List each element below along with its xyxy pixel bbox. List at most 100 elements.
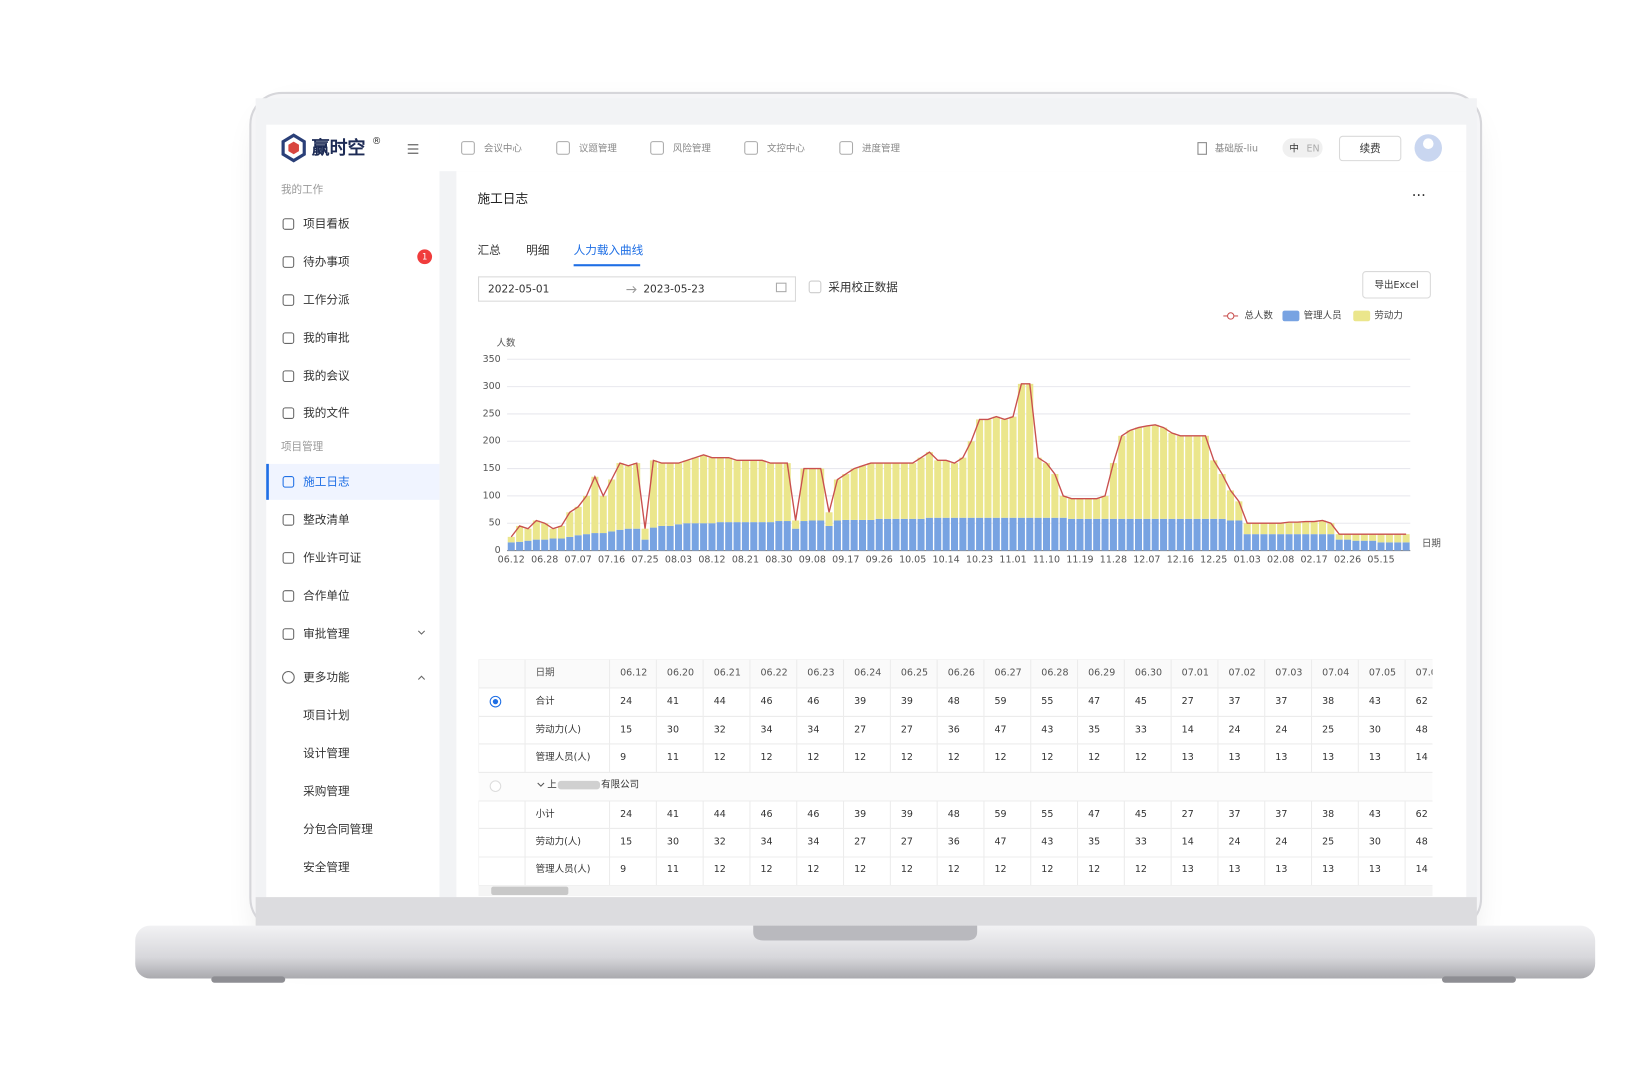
bar — [925, 452, 933, 518]
cell: 13 — [1182, 752, 1194, 763]
cell: 43 — [1041, 725, 1053, 736]
menu-item[interactable]: 我的审批 — [303, 331, 350, 345]
cell: 38 — [1322, 696, 1334, 707]
scrollbar[interactable] — [478, 885, 1433, 897]
menu-item[interactable]: 整改清单 — [303, 512, 350, 526]
chevron — [417, 630, 426, 635]
bar — [967, 517, 975, 551]
menu-item[interactable]: 待办事项 — [303, 255, 350, 269]
export-button[interactable] — [1362, 271, 1431, 299]
cell: 14 — [1416, 752, 1428, 763]
menu-item[interactable]: 合作单位 — [303, 588, 350, 602]
bar — [1369, 540, 1377, 551]
bar — [507, 542, 515, 551]
x-axis-title: 日期 — [1422, 539, 1441, 550]
lang[interactable]: EN — [1307, 143, 1320, 154]
cell: 43 — [1369, 696, 1381, 707]
x-tick-label: 08.03 — [665, 555, 692, 566]
menu-item[interactable]: 我的文件 — [303, 406, 350, 420]
renew[interactable]: 续费 — [1360, 142, 1381, 155]
radio-dot — [492, 699, 499, 705]
menu-item[interactable]: 工作分派 — [303, 293, 350, 307]
menu-item[interactable]: 分包合同管理 — [303, 822, 373, 836]
bar — [1218, 474, 1226, 519]
menu-item[interactable]: 项目计划 — [303, 708, 349, 722]
bar — [1051, 474, 1059, 518]
cell: 24 — [620, 696, 632, 707]
menu-item[interactable]: 作业许可证 — [303, 550, 361, 564]
cell: 14 — [1182, 837, 1194, 848]
cell: 13 — [1322, 864, 1334, 875]
cell: 45 — [1135, 696, 1147, 707]
bar — [1360, 540, 1368, 551]
cell: 34 — [807, 837, 819, 848]
nav-icon — [650, 141, 664, 155]
checkbox[interactable] — [808, 280, 822, 294]
nav-item[interactable]: 风险管理 — [673, 142, 711, 154]
header-cell: 06.21 — [714, 668, 741, 679]
bar — [658, 525, 666, 551]
bar — [675, 524, 683, 551]
menu-item[interactable]: 施工日志 — [303, 474, 349, 488]
bar — [1352, 540, 1360, 551]
bar — [992, 416, 1000, 518]
bar — [792, 528, 800, 551]
menu-icon — [282, 671, 295, 684]
lang-toggle[interactable] — [1282, 138, 1323, 158]
menu-item[interactable]: 安全管理 — [303, 860, 350, 874]
bar — [808, 468, 816, 521]
bar — [591, 476, 599, 534]
bar — [1302, 521, 1310, 535]
nav-item[interactable]: 进度管理 — [862, 142, 900, 154]
renew-button[interactable] — [1338, 135, 1402, 162]
bar — [842, 519, 850, 551]
cell: 30 — [667, 837, 679, 848]
radio[interactable] — [489, 780, 502, 792]
nav-item[interactable]: 会议中心 — [484, 142, 522, 154]
tab[interactable]: 人力载入曲线 — [574, 243, 644, 257]
menu-item[interactable]: 更多功能 — [303, 670, 350, 684]
expand-icon[interactable] — [537, 782, 545, 787]
header-cell: 07.04 — [1322, 668, 1349, 679]
menu-item[interactable]: 审批管理 — [303, 627, 350, 641]
tab[interactable]: 汇总 — [477, 243, 501, 257]
export[interactable]: 导出Excel — [1374, 279, 1418, 291]
bar — [842, 474, 850, 520]
bar — [541, 523, 549, 540]
menu-icon — [282, 407, 295, 419]
more[interactable]: ··· — [1412, 188, 1426, 205]
nav-item[interactable]: 文控中心 — [767, 142, 805, 154]
cell: 11 — [667, 752, 679, 763]
lang[interactable]: 中 — [1289, 142, 1299, 154]
tab[interactable]: 明细 — [526, 243, 549, 257]
cell: 38 — [1322, 809, 1334, 820]
cell: 13 — [1369, 864, 1381, 875]
menu-item[interactable]: 设计管理 — [303, 746, 350, 760]
bar — [950, 517, 959, 551]
menu-item[interactable]: 项目看板 — [303, 217, 350, 231]
cell: 9 — [620, 752, 626, 763]
menu-item[interactable]: 我的会议 — [303, 369, 350, 383]
bar — [1084, 498, 1092, 519]
cell: 48 — [948, 809, 960, 820]
date-range[interactable] — [478, 276, 796, 302]
bar — [984, 419, 992, 518]
menu-item[interactable]: 采购管理 — [303, 784, 350, 798]
checkbox-label: 采用校正数据 — [828, 280, 898, 294]
bar — [599, 533, 607, 551]
nav-item[interactable]: 议题管理 — [579, 142, 617, 154]
bar — [1176, 518, 1184, 551]
calendar-icon[interactable] — [775, 282, 787, 293]
bar — [666, 463, 674, 526]
cell: 管理人员(人) — [536, 751, 591, 763]
bar — [1277, 534, 1285, 551]
cell: 36 — [948, 725, 960, 736]
bar — [608, 479, 616, 532]
bar — [1134, 427, 1143, 519]
cell: 24 — [1228, 837, 1240, 848]
scrollbar-thumb[interactable] — [491, 886, 569, 896]
cell: 48 — [1416, 725, 1428, 736]
menu-icon[interactable] — [407, 144, 419, 154]
bar — [1151, 424, 1159, 519]
